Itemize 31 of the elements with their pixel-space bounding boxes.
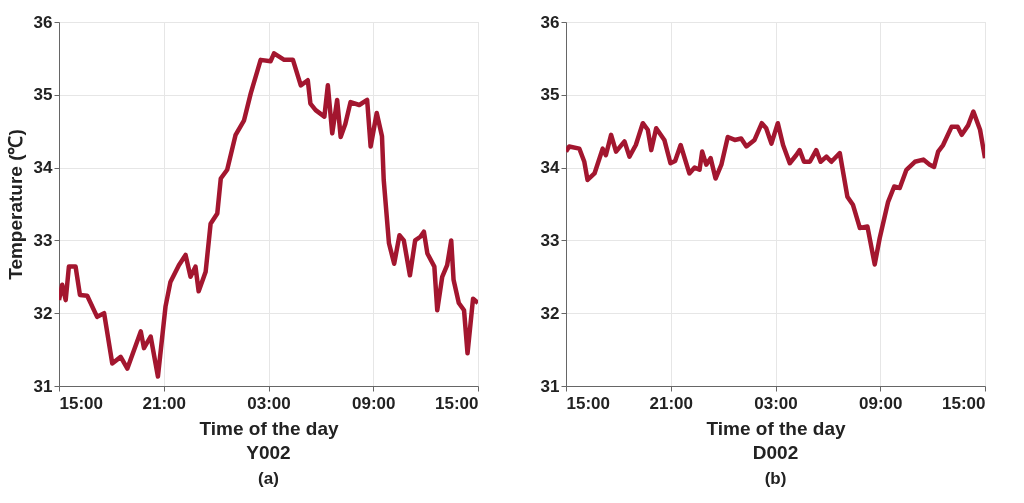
y-tick-label: 35 xyxy=(33,85,53,105)
x-tick-label: 03:00 xyxy=(247,393,291,413)
text: (a) xyxy=(258,469,279,488)
y-tick-label: 36 xyxy=(33,12,53,32)
x-tick-label: 09:00 xyxy=(352,393,396,413)
x-tick-label: 15:00 xyxy=(942,393,986,413)
y-tick-label: 33 xyxy=(540,230,560,250)
x-axis-title: Time of the day xyxy=(706,417,846,439)
x-tick-label: 09:00 xyxy=(859,393,903,413)
x-tick-label: 15:00 xyxy=(59,393,103,413)
y-tick-label: 32 xyxy=(33,303,53,323)
text: D002 xyxy=(752,442,799,463)
y-tick-label: 36 xyxy=(540,12,560,32)
line-series xyxy=(566,109,985,267)
y-tick-label: 33 xyxy=(33,230,53,250)
y-tick-label: 34 xyxy=(540,158,561,178)
text: (b) xyxy=(764,469,787,488)
x-tick-label: 21:00 xyxy=(649,393,693,413)
y-tick-label: 31 xyxy=(540,376,560,396)
y-axis-title: Temperature (℃) xyxy=(4,129,26,280)
x-tick-label: 03:00 xyxy=(754,393,798,413)
x-tick-label: 15:00 xyxy=(435,393,479,413)
x-tick-label: 15:00 xyxy=(566,393,610,413)
text: Y002 xyxy=(246,442,291,463)
x-axis-title: Time of the day xyxy=(199,417,339,439)
x-tick-label: 21:00 xyxy=(142,393,186,413)
y-tick-label: 31 xyxy=(33,376,53,396)
line-series xyxy=(59,51,478,379)
y-tick-label: 32 xyxy=(540,303,560,323)
y-tick-label: 35 xyxy=(540,85,560,105)
y-tick-label: 34 xyxy=(33,158,54,178)
